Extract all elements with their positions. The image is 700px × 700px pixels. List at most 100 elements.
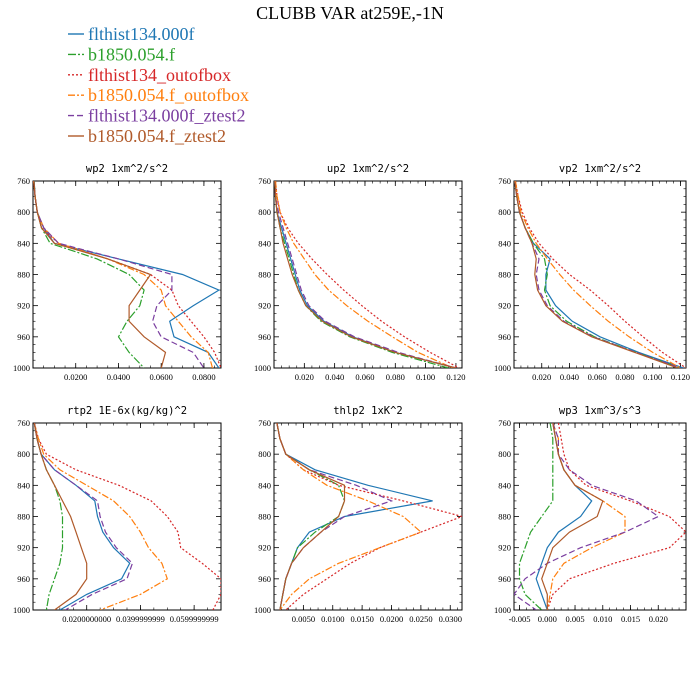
chart-panel: wp2 1xm^2/s^2 760 800 840 880 920 960 1000 0.020… bbox=[13, 163, 222, 382]
series-line bbox=[274, 181, 457, 368]
series-line bbox=[514, 181, 678, 368]
x-tick-label: 0.010 bbox=[593, 614, 612, 624]
y-tick-label: 960 bbox=[258, 332, 271, 342]
series-line bbox=[514, 181, 681, 368]
legend: flthist134.000fb1850.054.fflthist134_out… bbox=[68, 24, 249, 146]
legend-entry: flthist134.000f_ztest2 bbox=[68, 106, 245, 126]
y-tick-label: 840 bbox=[498, 480, 511, 490]
y-tick-label: 880 bbox=[258, 512, 271, 522]
x-tick-label: 0.0150 bbox=[350, 614, 373, 624]
x-tick-label: 0.0400 bbox=[107, 372, 130, 382]
series-line bbox=[33, 423, 134, 610]
panel-title: wp3 1xm^3/s^3 bbox=[559, 405, 641, 417]
y-tick-label: 920 bbox=[17, 543, 30, 553]
x-tick-label: 0.120 bbox=[671, 372, 690, 382]
plot-frame bbox=[273, 180, 463, 369]
y-tick-label: 1000 bbox=[13, 605, 30, 615]
series-line bbox=[514, 181, 681, 368]
x-tick-label: 0.020 bbox=[649, 614, 668, 624]
series-line bbox=[514, 423, 660, 610]
y-tick-label: 1000 bbox=[13, 363, 30, 373]
plot-frame bbox=[32, 422, 222, 611]
series-line bbox=[33, 423, 64, 610]
x-tick-label: 0.0300 bbox=[439, 614, 462, 624]
y-tick-label: 880 bbox=[498, 270, 511, 280]
x-tick-label: 0.0200 bbox=[64, 372, 87, 382]
y-tick-label: 960 bbox=[498, 332, 511, 342]
series-line bbox=[33, 181, 145, 368]
series-line bbox=[33, 181, 221, 368]
x-tick-label: 0.080 bbox=[386, 372, 405, 382]
y-tick-label: 1000 bbox=[494, 605, 511, 615]
series-line bbox=[33, 181, 167, 368]
series-line bbox=[276, 423, 462, 610]
series-line bbox=[546, 423, 686, 610]
figure-title: CLUBB VAR at259E,-1N bbox=[256, 3, 444, 23]
plot-frame bbox=[32, 180, 222, 369]
series-line bbox=[274, 181, 457, 368]
legend-entry: b1850.054.f bbox=[68, 44, 175, 64]
x-tick-label: 0.0050 bbox=[292, 614, 315, 624]
y-tick-label: 880 bbox=[498, 512, 511, 522]
y-tick-label: 1000 bbox=[494, 363, 511, 373]
legend-label: b1850.054.f_outofbox bbox=[88, 85, 249, 105]
x-tick-label: 0.120 bbox=[446, 372, 465, 382]
x-tick-label: 0.0800 bbox=[192, 372, 215, 382]
x-tick-label: 0.0200 bbox=[380, 614, 403, 624]
series-line bbox=[33, 423, 169, 610]
y-tick-label: 800 bbox=[498, 207, 511, 217]
legend-label: flthist134.000f bbox=[88, 24, 195, 44]
panel-title: thlp2 1xK^2 bbox=[333, 405, 403, 417]
chart-panel: rtp2 1E-6x(kg/kg)^2 760 800 840 880 920 960 100… bbox=[13, 405, 222, 624]
series-line bbox=[33, 181, 214, 368]
x-tick-label: 0.020 bbox=[295, 372, 314, 382]
y-tick-label: 840 bbox=[17, 480, 30, 490]
chart-panels: wp2 1xm^2/s^2 760 800 840 880 920 960 1000 0.020… bbox=[13, 163, 690, 624]
y-tick-label: 760 bbox=[258, 176, 271, 186]
series-line bbox=[274, 181, 460, 368]
panel-title: wp2 1xm^2/s^2 bbox=[86, 163, 168, 175]
y-tick-label: 920 bbox=[498, 301, 511, 311]
y-tick-label: 760 bbox=[258, 418, 271, 428]
x-tick-label: 0.020 bbox=[532, 372, 551, 382]
y-tick-label: 840 bbox=[17, 238, 30, 248]
panel-title: rtp2 1E-6x(kg/kg)^2 bbox=[67, 405, 187, 417]
x-tick-label: 0.080 bbox=[615, 372, 634, 382]
legend-label: b1850.054.f_ztest2 bbox=[88, 126, 226, 146]
x-tick-label: 0.060 bbox=[355, 372, 374, 382]
y-tick-label: 800 bbox=[17, 207, 30, 217]
x-tick-label: 0.060 bbox=[588, 372, 607, 382]
chart-panel: thlp2 1xK^2 760 800 840 880 920 960 1000 0.0050 0… bbox=[254, 405, 463, 624]
legend-entry: b1850.054.f_ztest2 bbox=[68, 126, 226, 146]
x-tick-label: -0.005 bbox=[509, 614, 531, 624]
x-tick-label: 0.0100 bbox=[321, 614, 344, 624]
series-line bbox=[274, 181, 457, 368]
x-tick-label: 0.005 bbox=[565, 614, 584, 624]
y-tick-label: 760 bbox=[498, 176, 511, 186]
series-line bbox=[33, 423, 88, 610]
y-tick-label: 960 bbox=[17, 332, 30, 342]
chart-panel: vp2 1xm^2/s^2 760 800 840 880 920 960 1000 0.020… bbox=[494, 163, 690, 382]
y-tick-label: 1000 bbox=[254, 605, 271, 615]
x-tick-label: 0.000 bbox=[538, 614, 557, 624]
y-tick-label: 840 bbox=[498, 238, 511, 248]
y-tick-label: 1000 bbox=[254, 363, 271, 373]
y-tick-label: 880 bbox=[17, 512, 30, 522]
y-tick-label: 920 bbox=[258, 301, 271, 311]
y-tick-label: 840 bbox=[258, 480, 271, 490]
panel-title: vp2 1xm^2/s^2 bbox=[559, 163, 641, 175]
y-tick-label: 800 bbox=[258, 207, 271, 217]
y-tick-label: 760 bbox=[17, 418, 30, 428]
legend-entry: b1850.054.f_outofbox bbox=[68, 85, 249, 105]
panel-title: up2 1xm^2/s^2 bbox=[327, 163, 409, 175]
x-tick-label: 0.0599999999 bbox=[170, 614, 219, 624]
y-tick-label: 760 bbox=[498, 418, 511, 428]
x-tick-label: 0.100 bbox=[643, 372, 662, 382]
legend-label: flthist134.000f_ztest2 bbox=[88, 106, 245, 126]
y-tick-label: 920 bbox=[258, 543, 271, 553]
x-tick-label: 0.0200000000 bbox=[62, 614, 111, 624]
plot-frame bbox=[513, 422, 687, 611]
series-line bbox=[518, 423, 554, 610]
